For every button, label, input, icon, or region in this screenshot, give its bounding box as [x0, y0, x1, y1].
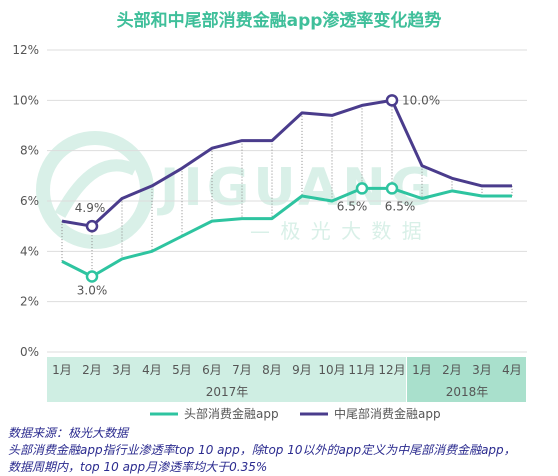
data-label: 6.5% [385, 199, 416, 213]
series-line-head [61, 186, 512, 278]
y-tick-label: 10% [12, 93, 39, 107]
data-point-marker [85, 270, 99, 283]
legend-label-tail: 中尾部消费金融app [334, 406, 441, 421]
x-tick-label: 10月 [318, 363, 345, 377]
x-tick-label: 4月 [502, 363, 522, 377]
chart-title: 头部和中尾部消费金融app渗透率变化趋势 [116, 11, 442, 31]
x-tick-label: 4月 [142, 363, 162, 377]
y-tick-label: 2% [20, 295, 39, 309]
watermark-logo-ring [36, 131, 154, 249]
legend-label-head: 头部消费金融app [184, 406, 279, 421]
data-label: 10.0% [402, 93, 440, 107]
x-tick-label: 3月 [472, 363, 492, 377]
data-point-marker [385, 182, 399, 195]
x-tick-label: 3月 [112, 363, 132, 377]
data-point-marker [85, 219, 99, 233]
x-tick-label: 9月 [292, 363, 312, 377]
x-tick-label: 2月 [442, 363, 462, 377]
watermark-subtext: — 极 光 大 数 据 [250, 219, 424, 243]
y-tick-label: 12% [12, 43, 39, 57]
x-tick-label: 1月 [412, 363, 432, 377]
data-label: 4.9% [75, 201, 106, 215]
x-tick-label: 7月 [232, 363, 252, 377]
x-tick-label: 12月 [378, 363, 405, 377]
x-axis-band-2018年 [407, 357, 526, 402]
x-tick-label: 1月 [52, 363, 72, 377]
data-label: 6.5% [337, 199, 368, 213]
x-tick-label: 8月 [262, 363, 282, 377]
x-axis-band-2017年 [47, 357, 406, 402]
x-tick-label: 6月 [202, 363, 222, 377]
y-tick-label: 0% [20, 345, 39, 359]
y-tick-label: 6% [20, 194, 39, 208]
y-tick-label: 8% [20, 144, 39, 158]
y-tick-label: 4% [20, 244, 39, 258]
legend: 头部消费金融app 中尾部消费金融app [150, 406, 441, 421]
x-year-label: 2018年 [446, 385, 489, 399]
x-tick-label: 2月 [82, 363, 102, 377]
footnote-period: 数据周期内，top 10 app月渗透率均大于0.35% [8, 460, 268, 474]
x-tick-label: 5月 [172, 363, 192, 377]
data-label: 3.0% [77, 284, 108, 298]
series-line-tail [61, 98, 512, 228]
footnote-definition: 头部消费金融app指行业渗透率top 10 app，除top 10以外的app定… [8, 443, 516, 457]
watermark: JIGUANG— 极 光 大 数 据 [36, 131, 432, 249]
data-point-marker [355, 182, 369, 195]
watermark-logo-swoosh [54, 159, 138, 218]
footnote-source: 数据来源：极光大数据 [8, 426, 129, 440]
x-tick-label: 11月 [348, 363, 375, 377]
x-year-label: 2017年 [206, 385, 249, 399]
data-point-marker [385, 94, 399, 107]
